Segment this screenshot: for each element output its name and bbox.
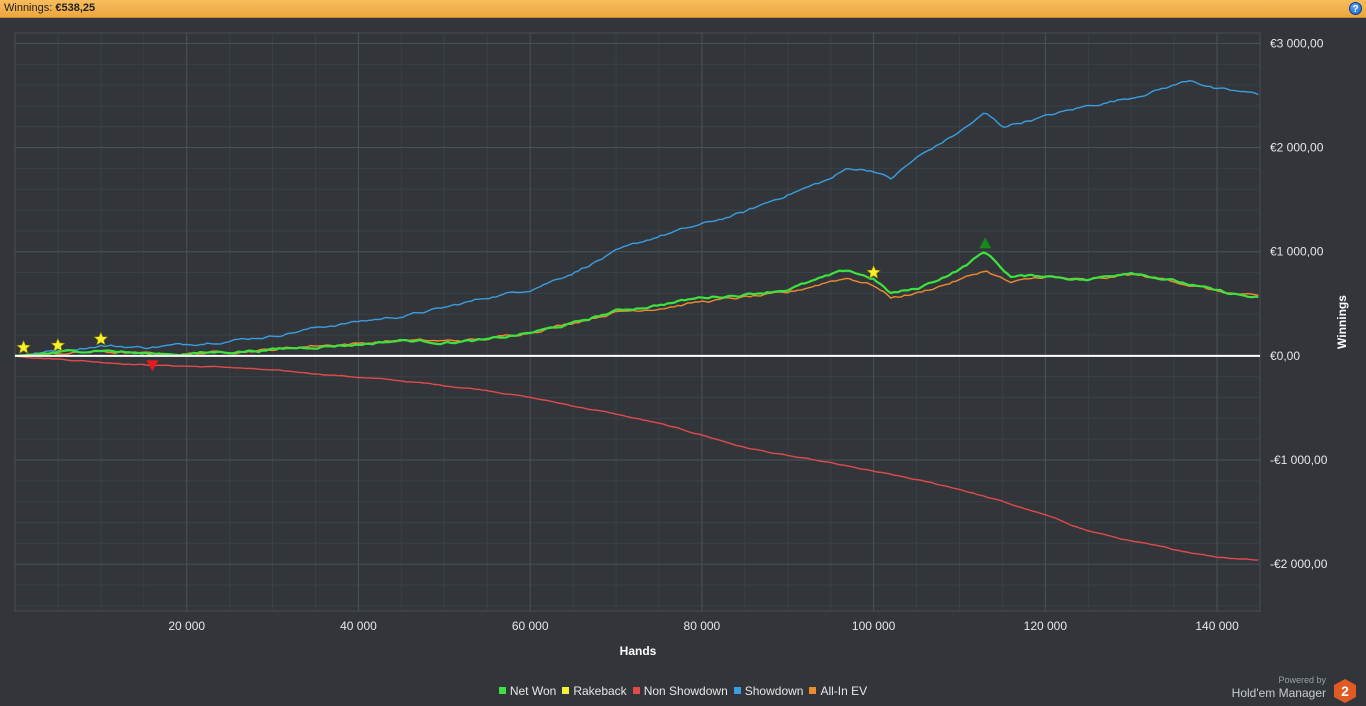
x-tick-label: 100 000	[852, 619, 896, 633]
x-tick-label: 140 000	[1195, 619, 1239, 633]
product-name: Hold'em Manager	[1231, 686, 1326, 700]
legend-label: All-In EV	[820, 684, 868, 698]
winnings-summary: Winnings: €538,25	[4, 2, 95, 14]
minor-grid	[15, 33, 1260, 611]
chart-legend: Net Won Rakeback Non Showdown Showdown All-I…	[0, 684, 1366, 698]
x-tick-label: 80 000	[684, 619, 721, 633]
y-axis-label: Winnings	[1335, 295, 1349, 349]
legend-label: Showdown	[744, 684, 804, 698]
legend-swatch	[498, 687, 506, 694]
x-axis-label: Hands	[620, 644, 657, 658]
legend-label: Non Showdown	[643, 684, 728, 698]
legend-item[interactable]: Net Won	[498, 684, 557, 698]
star-marker	[50, 337, 66, 352]
series-line	[14, 80, 1259, 357]
x-tick-label: 20 000	[168, 619, 205, 633]
y-tick-label: €0,00	[1270, 349, 1300, 363]
star-marker	[93, 331, 109, 346]
summary-bar: Winnings: €538,25 ?	[0, 0, 1366, 18]
winnings-value: €538,25	[55, 2, 96, 14]
triangle-down-marker	[146, 360, 159, 372]
logo-digit: 2	[1341, 683, 1349, 699]
star-marker	[866, 264, 882, 279]
y-axis-ticks: €3 000,00 €2 000,00 €1 000,00 €0,00 -€1 000,…	[1270, 36, 1328, 571]
winnings-label: Winnings:	[4, 2, 53, 14]
legend-item[interactable]: Non Showdown	[632, 684, 728, 698]
legend-swatch	[733, 687, 741, 694]
triangle-up-marker	[979, 237, 992, 249]
winnings-chart: 20 000 40 000 60 000 80 000 100 000 120 000 14…	[14, 32, 1349, 658]
help-icon[interactable]: ?	[1349, 2, 1362, 15]
legend-label: Net Won	[509, 684, 557, 698]
marker-layer	[16, 237, 992, 372]
x-tick-label: 40 000	[340, 619, 377, 633]
y-tick-label: €3 000,00	[1270, 36, 1324, 50]
legend-item[interactable]: Rakeback	[562, 684, 627, 698]
hem2-logo-icon: 2	[1334, 679, 1356, 703]
star-marker	[16, 339, 31, 354]
powered-by-text: Powered by	[1278, 675, 1326, 685]
x-axis-ticks: 20 000 40 000 60 000 80 000 100 000 120 000 14…	[168, 619, 1239, 633]
series-line	[14, 251, 1259, 357]
plot-area	[14, 32, 1261, 612]
x-tick-label: 120 000	[1024, 619, 1068, 633]
legend-item[interactable]: Showdown	[733, 684, 804, 698]
y-tick-label: -€2 000,00	[1270, 557, 1328, 571]
y-tick-label: €2 000,00	[1270, 141, 1324, 155]
legend-swatch	[562, 687, 570, 694]
legend-swatch	[632, 687, 640, 694]
x-tick-label: 60 000	[512, 619, 549, 633]
major-grid	[15, 33, 1260, 611]
series-line	[14, 355, 1259, 561]
y-tick-label: €1 000,00	[1270, 245, 1324, 259]
legend-item[interactable]: All-In EV	[809, 684, 867, 698]
y-tick-label: -€1 000,00	[1270, 453, 1328, 467]
powered-by-block: Powered by Hold'em Manager	[1232, 675, 1326, 700]
legend-swatch	[809, 687, 817, 694]
legend-label: Rakeback	[573, 684, 627, 698]
